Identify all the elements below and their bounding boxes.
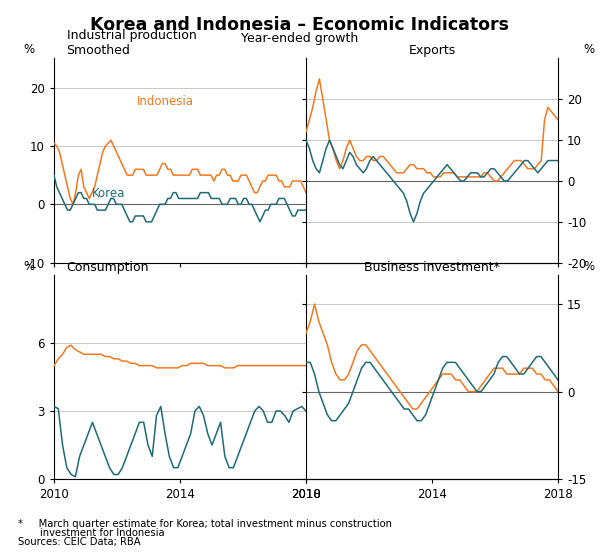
Text: Industrial production
Smoothed: Industrial production Smoothed bbox=[67, 30, 196, 57]
Text: %: % bbox=[583, 260, 595, 273]
Text: Year-ended growth: Year-ended growth bbox=[241, 32, 359, 45]
Text: investment for Indonesia: investment for Indonesia bbox=[18, 528, 164, 538]
Text: Sources: CEIC Data; RBA: Sources: CEIC Data; RBA bbox=[18, 537, 140, 547]
Text: Korea: Korea bbox=[92, 187, 125, 201]
Title: Exports: Exports bbox=[409, 45, 455, 57]
Text: Korea and Indonesia – Economic Indicators: Korea and Indonesia – Economic Indicator… bbox=[91, 16, 509, 33]
Text: Consumption: Consumption bbox=[67, 261, 149, 273]
Text: %: % bbox=[24, 43, 35, 56]
Text: *     March quarter estimate for Korea; total investment minus construction: * March quarter estimate for Korea; tota… bbox=[18, 519, 392, 529]
Text: %: % bbox=[583, 43, 595, 56]
Text: Indonesia: Indonesia bbox=[137, 95, 194, 109]
Title: Business investment*: Business investment* bbox=[364, 261, 500, 273]
Text: %: % bbox=[24, 260, 35, 273]
